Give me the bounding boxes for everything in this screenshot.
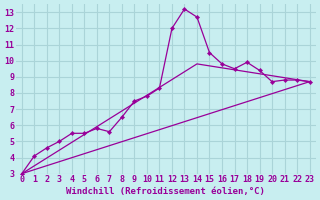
X-axis label: Windchill (Refroidissement éolien,°C): Windchill (Refroidissement éolien,°C) [66, 187, 265, 196]
